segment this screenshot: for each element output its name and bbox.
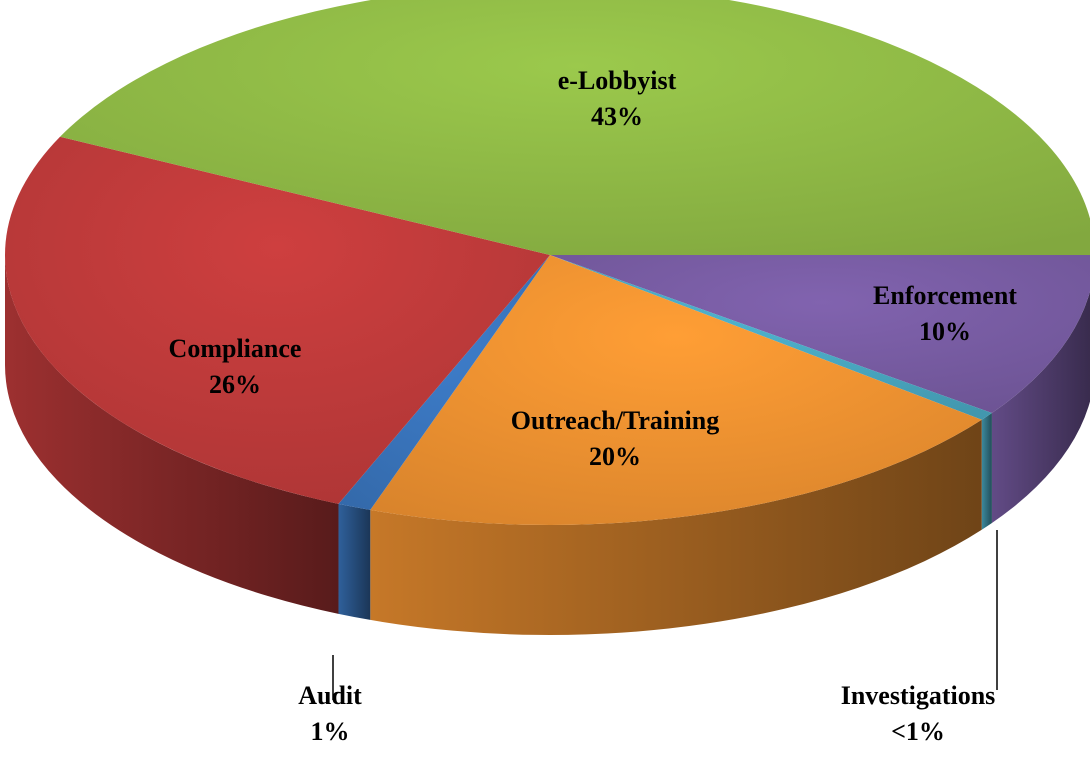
value-label: 1% xyxy=(311,717,350,746)
slice-side xyxy=(991,291,1090,524)
slice-top xyxy=(338,255,550,510)
value-label: <1% xyxy=(891,717,945,746)
slice-label: Investigations xyxy=(841,681,996,710)
slice-label: Outreach/Training xyxy=(511,406,720,435)
value-label: 20% xyxy=(589,442,641,471)
slice-side xyxy=(370,419,982,635)
slice-top xyxy=(5,136,551,504)
slice-top xyxy=(550,255,1090,414)
value-label: 10% xyxy=(919,317,971,346)
slice-top xyxy=(550,255,992,420)
value-label: 26% xyxy=(209,370,261,399)
slice-top xyxy=(60,0,1090,255)
slice-side xyxy=(338,503,371,620)
value-label: 43% xyxy=(591,102,643,131)
slice-label: Audit xyxy=(298,681,362,710)
slice-label: Enforcement xyxy=(873,281,1017,310)
slice-top xyxy=(370,255,982,525)
slice-side xyxy=(981,413,992,530)
slice-label: Compliance xyxy=(169,334,302,363)
slice-label: e-Lobbyist xyxy=(558,66,677,95)
slice-side xyxy=(5,255,339,614)
